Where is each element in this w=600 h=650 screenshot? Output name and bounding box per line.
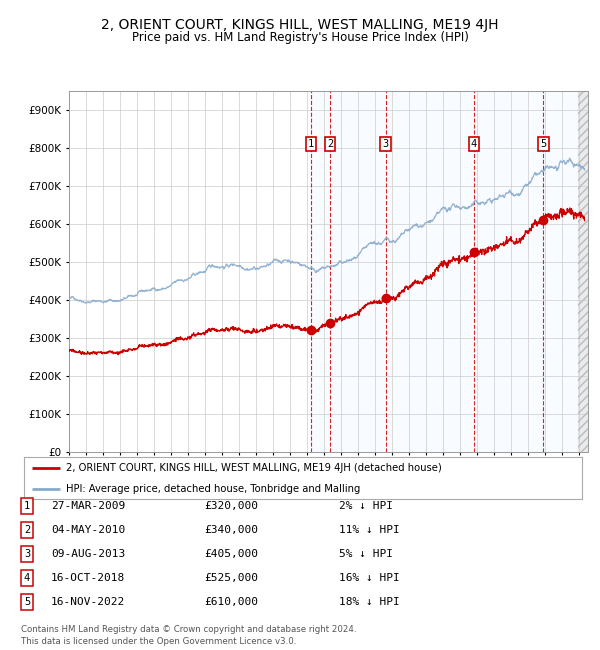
Text: 16-NOV-2022: 16-NOV-2022 bbox=[51, 597, 125, 607]
Text: 4: 4 bbox=[470, 139, 477, 149]
Bar bbox=[578, 91, 588, 452]
Text: 2% ↓ HPI: 2% ↓ HPI bbox=[339, 500, 393, 511]
Text: £320,000: £320,000 bbox=[204, 500, 258, 511]
Text: 3: 3 bbox=[24, 549, 30, 559]
Text: £340,000: £340,000 bbox=[204, 525, 258, 535]
Text: 16-OCT-2018: 16-OCT-2018 bbox=[51, 573, 125, 583]
Text: Contains HM Land Registry data © Crown copyright and database right 2024.: Contains HM Land Registry data © Crown c… bbox=[21, 625, 356, 634]
Text: This data is licensed under the Open Government Licence v3.0.: This data is licensed under the Open Gov… bbox=[21, 637, 296, 646]
Text: 27-MAR-2009: 27-MAR-2009 bbox=[51, 500, 125, 511]
Text: 18% ↓ HPI: 18% ↓ HPI bbox=[339, 597, 400, 607]
Text: 2: 2 bbox=[24, 525, 30, 535]
Text: 1: 1 bbox=[24, 500, 30, 511]
Text: HPI: Average price, detached house, Tonbridge and Malling: HPI: Average price, detached house, Tonb… bbox=[66, 484, 360, 493]
Text: 16% ↓ HPI: 16% ↓ HPI bbox=[339, 573, 400, 583]
Text: 11% ↓ HPI: 11% ↓ HPI bbox=[339, 525, 400, 535]
Text: 5: 5 bbox=[24, 597, 30, 607]
Text: 5: 5 bbox=[540, 139, 547, 149]
Text: 3: 3 bbox=[382, 139, 389, 149]
Text: 09-AUG-2013: 09-AUG-2013 bbox=[51, 549, 125, 559]
Text: 1: 1 bbox=[308, 139, 314, 149]
Text: 2: 2 bbox=[327, 139, 333, 149]
Text: 2, ORIENT COURT, KINGS HILL, WEST MALLING, ME19 4JH: 2, ORIENT COURT, KINGS HILL, WEST MALLIN… bbox=[101, 18, 499, 32]
Bar bbox=[578, 91, 588, 452]
Text: 2, ORIENT COURT, KINGS HILL, WEST MALLING, ME19 4JH (detached house): 2, ORIENT COURT, KINGS HILL, WEST MALLIN… bbox=[66, 463, 442, 473]
Text: £405,000: £405,000 bbox=[204, 549, 258, 559]
Bar bbox=[311, 91, 588, 452]
Text: 04-MAY-2010: 04-MAY-2010 bbox=[51, 525, 125, 535]
Text: £610,000: £610,000 bbox=[204, 597, 258, 607]
Text: 4: 4 bbox=[24, 573, 30, 583]
Text: Price paid vs. HM Land Registry's House Price Index (HPI): Price paid vs. HM Land Registry's House … bbox=[131, 31, 469, 44]
Text: 5% ↓ HPI: 5% ↓ HPI bbox=[339, 549, 393, 559]
Text: £525,000: £525,000 bbox=[204, 573, 258, 583]
